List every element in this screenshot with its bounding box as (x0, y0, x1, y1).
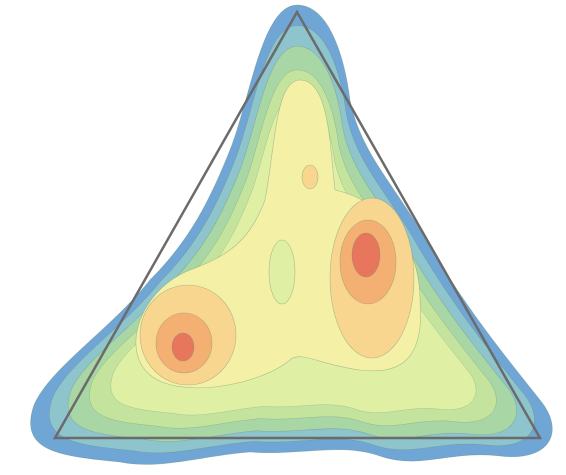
contour-band (171, 332, 195, 362)
ternary-triangle (52, 9, 543, 440)
contour-band (301, 164, 319, 190)
density-contours (30, 4, 553, 465)
contour-band (351, 232, 381, 278)
contour-band (268, 239, 296, 305)
